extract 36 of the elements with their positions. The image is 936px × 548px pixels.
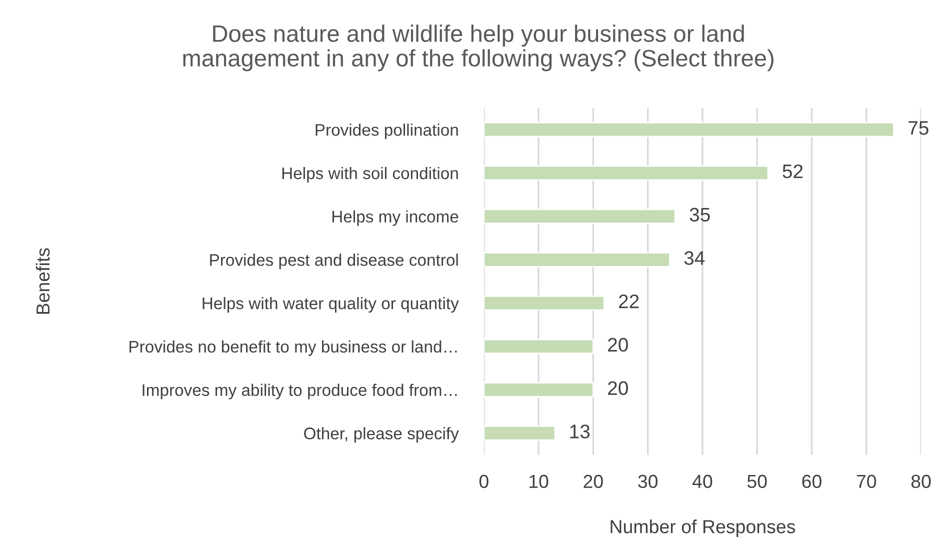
bar <box>484 122 894 138</box>
x-tick-label: 40 <box>692 474 712 488</box>
bar <box>484 426 556 441</box>
bar <box>484 208 676 224</box>
chart-title: Does nature and wildlife help your business or land management in any of the following ways? (Select three) <box>183 24 774 72</box>
x-tick-label: 80 <box>911 474 931 488</box>
y-tick-label: Helps with water quality or quantity <box>202 297 459 313</box>
x-axis-title: Number of Responses <box>610 520 796 538</box>
x-tick-label: 0 <box>479 474 488 488</box>
x-tick-label: 10 <box>530 474 548 488</box>
data-label: 52 <box>782 164 803 178</box>
y-tick-label: Provides pollination <box>316 124 458 140</box>
data-label: 13 <box>570 424 590 438</box>
y-tick-label: Provides pest and disease control <box>210 254 458 270</box>
data-label: 75 <box>908 121 928 135</box>
bar <box>484 165 769 181</box>
data-label: 34 <box>684 251 705 265</box>
x-tick-label: 20 <box>584 474 603 488</box>
y-tick-label: Other, please specify <box>304 427 459 443</box>
bar <box>484 252 670 268</box>
bar <box>484 382 594 398</box>
data-label: 20 <box>608 338 628 352</box>
bar <box>484 295 605 311</box>
data-label: 35 <box>690 208 710 222</box>
x-tick-label: 50 <box>747 474 767 488</box>
data-label: 20 <box>608 381 628 396</box>
bar <box>484 338 594 354</box>
y-tick-label: Provides no benefit to my business or land… <box>130 340 457 356</box>
x-tick-label: 70 <box>856 474 876 488</box>
x-tick-label: 60 <box>802 474 822 488</box>
y-axis-title: Benefits <box>36 248 50 314</box>
y-tick-label: Helps my income <box>332 210 458 226</box>
data-label: 22 <box>618 294 639 308</box>
y-tick-label: Improves my ability to produce food from… <box>142 384 457 400</box>
y-tick-label: Helps with soil condition <box>282 166 458 182</box>
x-tick-label: 30 <box>638 474 658 488</box>
